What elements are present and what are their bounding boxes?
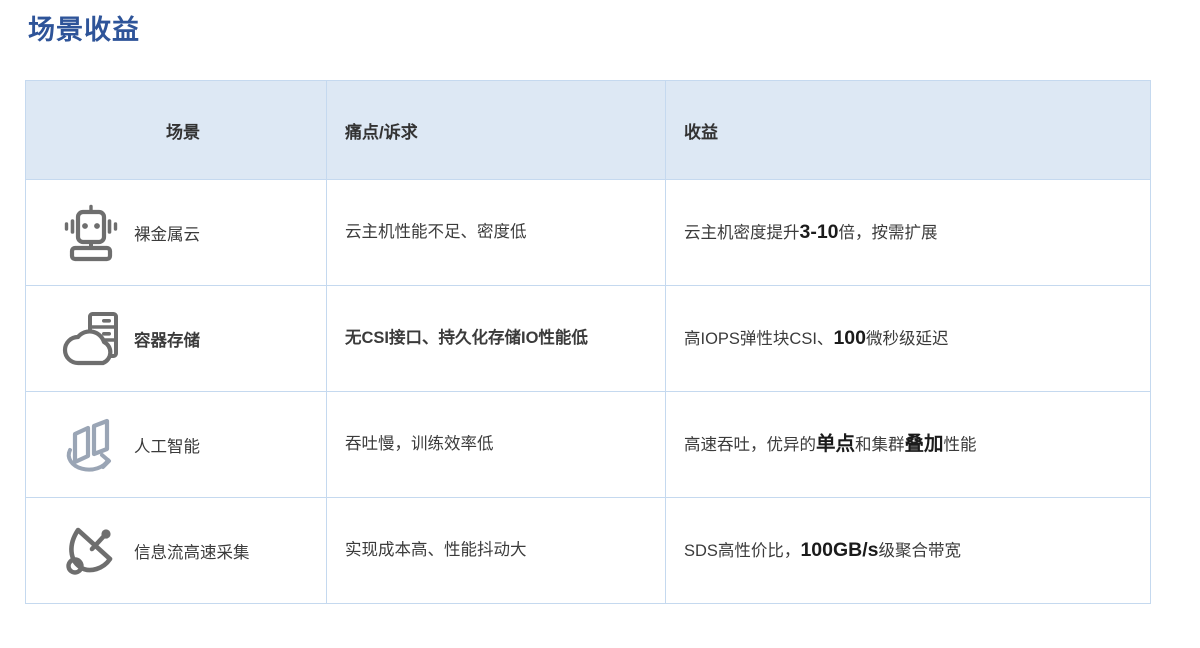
column-header-pain-point-label: 痛点/诉求	[345, 122, 418, 142]
scene-benefit-table: 场景 痛点/诉求 收益	[25, 80, 1151, 604]
table-body: 裸金属云 云主机性能不足、密度低 云主机密度提升3-10倍，按需扩展	[25, 179, 1151, 604]
scene-cell: 人工智能	[25, 391, 327, 498]
benefit-emphasis: 单点	[816, 432, 856, 455]
benefit-segment: 高速吞吐，优异的	[684, 435, 816, 454]
robot-icon	[48, 200, 134, 266]
scene-label: 信息流高速采集	[134, 543, 250, 562]
benefit-segment: 高IOPS弹性块CSI、	[684, 329, 834, 348]
benefit-segment: 倍，按需扩展	[838, 223, 938, 242]
benefit-text: 高速吞吐，优异的单点和集群叠加性能	[666, 430, 1150, 459]
benefit-cell: 云主机密度提升3-10倍，按需扩展	[665, 179, 1151, 286]
benefit-emphasis: 100	[833, 326, 866, 349]
satellite-dish-icon	[48, 518, 134, 584]
benefit-text: 高IOPS弹性块CSI、100微秒级延迟	[666, 324, 1150, 353]
benefit-segment: SDS高性价比，	[684, 541, 801, 560]
benefit-segment: 云主机密度提升	[684, 223, 800, 242]
pain-point-cell: 无CSI接口、持久化存储IO性能低	[326, 285, 666, 392]
table-row: 人工智能 吞吐慢，训练效率低 高速吞吐，优异的单点和集群叠加性能	[25, 391, 1151, 498]
column-header-benefit-label: 收益	[684, 122, 718, 142]
column-header-pain-point: 痛点/诉求	[326, 80, 666, 180]
scene-cell: 裸金属云	[25, 179, 327, 286]
benefit-cell: 高IOPS弹性块CSI、100微秒级延迟	[665, 285, 1151, 392]
ai-panels-icon	[48, 412, 134, 478]
pain-point-text: 实现成本高、性能抖动大	[345, 541, 527, 560]
scene-cell: 容器存储	[25, 285, 327, 392]
pain-point-text: 云主机性能不足、密度低	[345, 223, 527, 242]
scene-label: 人工智能	[134, 437, 200, 456]
column-header-scene-label: 场景	[166, 122, 200, 142]
column-header-benefit: 收益	[665, 80, 1151, 180]
benefit-text: 云主机密度提升3-10倍，按需扩展	[666, 218, 1150, 247]
table-header-row: 场景 痛点/诉求 收益	[25, 80, 1151, 180]
pain-point-cell: 云主机性能不足、密度低	[326, 179, 666, 286]
table-row: 信息流高速采集 实现成本高、性能抖动大 SDS高性价比，100GB/s级聚合带宽	[25, 497, 1151, 604]
benefit-segment: 性能	[943, 435, 977, 454]
table-row: 裸金属云 云主机性能不足、密度低 云主机密度提升3-10倍，按需扩展	[25, 179, 1151, 286]
benefit-emphasis: 3-10	[799, 220, 839, 243]
benefit-cell: SDS高性价比，100GB/s级聚合带宽	[665, 497, 1151, 604]
pain-point-text: 吞吐慢，训练效率低	[345, 435, 494, 454]
scene-label: 容器存储	[134, 331, 200, 350]
pain-point-cell: 实现成本高、性能抖动大	[326, 497, 666, 604]
benefit-text: SDS高性价比，100GB/s级聚合带宽	[666, 536, 1150, 565]
pain-point-text: 无CSI接口、持久化存储IO性能低	[345, 329, 588, 348]
benefit-cell: 高速吞吐，优异的单点和集群叠加性能	[665, 391, 1151, 498]
table-row: 容器存储 无CSI接口、持久化存储IO性能低 高IOPS弹性块CSI、100微秒…	[25, 285, 1151, 392]
benefit-segment: 微秒级延迟	[865, 329, 949, 348]
benefit-segment: 级聚合带宽	[878, 541, 962, 560]
cloud-server-icon	[48, 306, 134, 372]
benefit-segment: 和集群	[855, 435, 905, 454]
scene-label: 裸金属云	[134, 225, 200, 244]
benefit-emphasis: 叠加	[904, 432, 944, 455]
column-header-scene: 场景	[25, 80, 327, 180]
page-title: 场景收益	[28, 15, 140, 45]
table-header: 场景 痛点/诉求 收益	[25, 80, 1151, 180]
benefit-emphasis: 100GB/s	[800, 538, 879, 561]
pain-point-cell: 吞吐慢，训练效率低	[326, 391, 666, 498]
scene-cell: 信息流高速采集	[25, 497, 327, 604]
